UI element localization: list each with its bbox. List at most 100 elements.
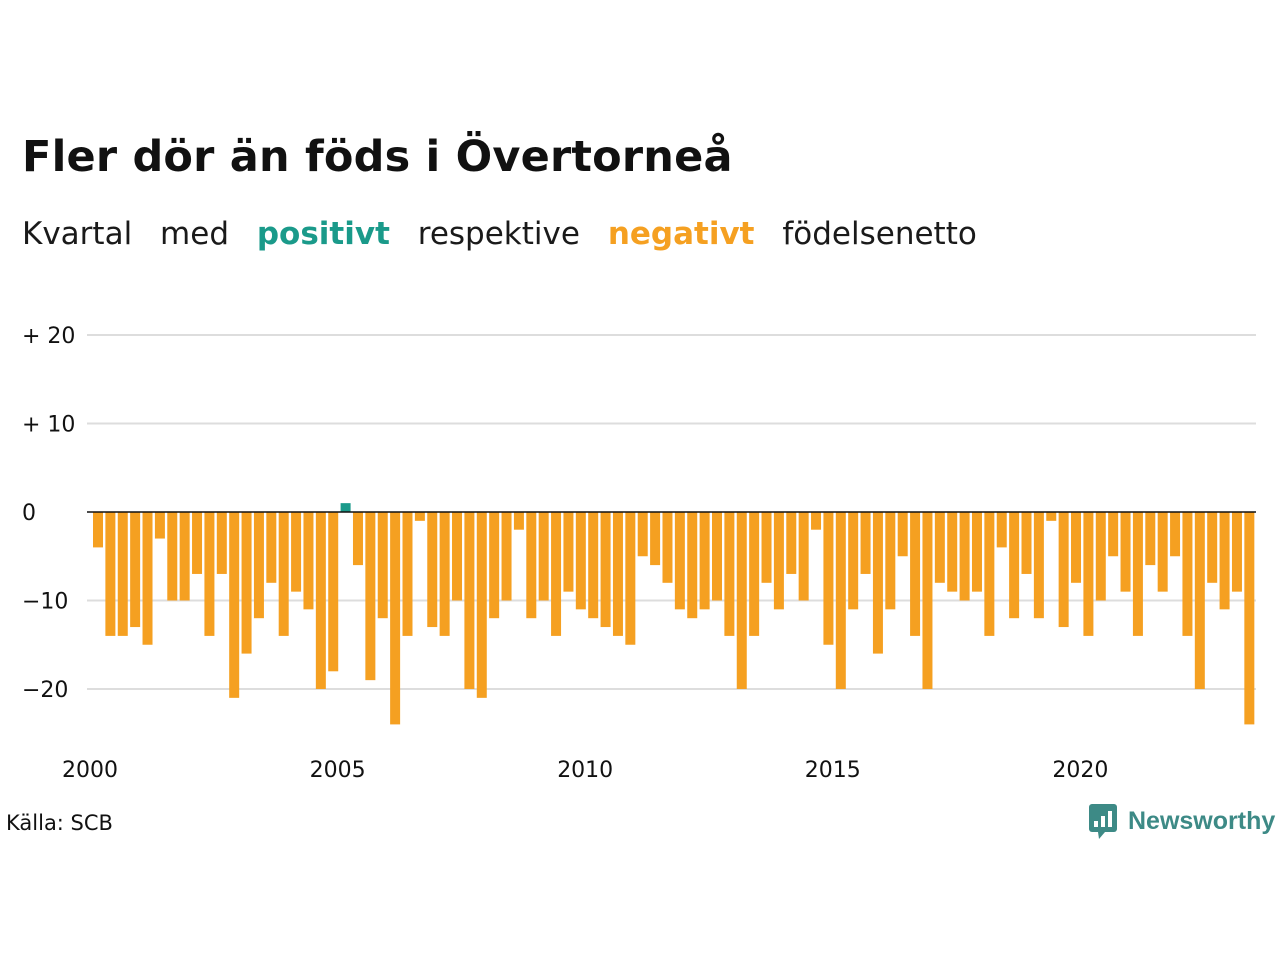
source-note: Källa: SCB [6, 811, 113, 835]
bar [996, 512, 1007, 548]
subtitle-negative-label: negativt [607, 216, 755, 252]
bar [464, 512, 475, 689]
bar [1145, 512, 1156, 566]
bar [427, 512, 438, 628]
bar [489, 512, 500, 619]
bar [315, 512, 326, 689]
bar [204, 512, 215, 636]
bar [1083, 512, 1094, 636]
bar [798, 512, 809, 601]
bar [1071, 512, 1082, 583]
x-tick-label: 2015 [805, 758, 861, 783]
y-tick-label: −10 [22, 590, 68, 615]
bar [724, 512, 735, 636]
subtitle-word-med: med [160, 216, 229, 252]
bar-chart: + 20 + 10 0 −10 −20 2000 2005 2010 2015 2020 [22, 324, 1256, 783]
bar [1046, 512, 1057, 521]
bar [662, 512, 673, 583]
bar [513, 512, 524, 530]
bar [1095, 512, 1106, 601]
bar [501, 512, 512, 601]
bar [253, 512, 264, 619]
newsworthy-logo-text: Newsworthy [1128, 806, 1276, 835]
bar [1170, 512, 1181, 557]
bar [551, 512, 562, 636]
bar [674, 512, 685, 610]
bar [575, 512, 586, 610]
bar [860, 512, 871, 574]
bar [588, 512, 599, 619]
bar [192, 512, 203, 574]
bar [93, 512, 103, 548]
bar [1132, 512, 1143, 636]
bar [625, 512, 636, 645]
bar [117, 512, 128, 636]
bar [526, 512, 537, 619]
bar [947, 512, 958, 592]
x-tick-label: 2005 [310, 758, 366, 783]
x-tick-label: 2020 [1052, 758, 1108, 783]
chart-subtitle: Kvartal med positivt respektive negativt… [22, 216, 995, 252]
y-tick-label: 0 [22, 501, 36, 526]
bar [390, 512, 401, 725]
bar [1194, 512, 1205, 689]
bar [984, 512, 995, 636]
y-tick-label: + 10 [22, 413, 75, 438]
bar [402, 512, 413, 636]
bar [563, 512, 574, 592]
bar [1219, 512, 1230, 610]
bar [1157, 512, 1168, 592]
bar [761, 512, 772, 583]
bar [934, 512, 945, 583]
bar [699, 512, 710, 610]
bar [352, 512, 363, 566]
subtitle-word-fodelsenetto: födelsenetto [782, 216, 977, 252]
bar [811, 512, 822, 530]
bar [340, 503, 351, 512]
bar [216, 512, 227, 574]
bar [142, 512, 153, 645]
y-tick-label: + 20 [22, 324, 75, 349]
bar [971, 512, 982, 592]
y-tick-label: −20 [22, 678, 68, 703]
x-tick-label: 2010 [557, 758, 613, 783]
bar [1120, 512, 1131, 592]
bar [910, 512, 921, 636]
bar [476, 512, 487, 698]
bar [1058, 512, 1069, 628]
newsworthy-logo: Newsworthy [1088, 803, 1275, 839]
bar [612, 512, 623, 636]
bar [377, 512, 388, 619]
bar [303, 512, 314, 610]
bar [922, 512, 933, 689]
bar [278, 512, 289, 636]
bar [1009, 512, 1020, 619]
bar [538, 512, 549, 601]
bar [848, 512, 859, 610]
bar [1231, 512, 1242, 592]
x-tick-label: 2000 [62, 758, 118, 783]
bar [179, 512, 190, 601]
bar [328, 512, 339, 672]
bar [712, 512, 722, 601]
bar [835, 512, 846, 689]
bar [414, 512, 425, 521]
bar [823, 512, 834, 645]
bar [1021, 512, 1032, 574]
bar [1182, 512, 1193, 636]
chart-title: Fler dör än föds i Övertorneå [22, 132, 733, 182]
bar [773, 512, 784, 610]
bar [1244, 512, 1255, 725]
bar [736, 512, 747, 689]
bar [650, 512, 661, 566]
bar [154, 512, 165, 539]
bar [872, 512, 883, 654]
bar [637, 512, 648, 557]
bar [105, 512, 116, 636]
newsworthy-logo-icon [1089, 804, 1117, 839]
bar [167, 512, 178, 601]
bar [959, 512, 970, 601]
bar [229, 512, 240, 698]
bar [600, 512, 611, 628]
bar [130, 512, 141, 628]
